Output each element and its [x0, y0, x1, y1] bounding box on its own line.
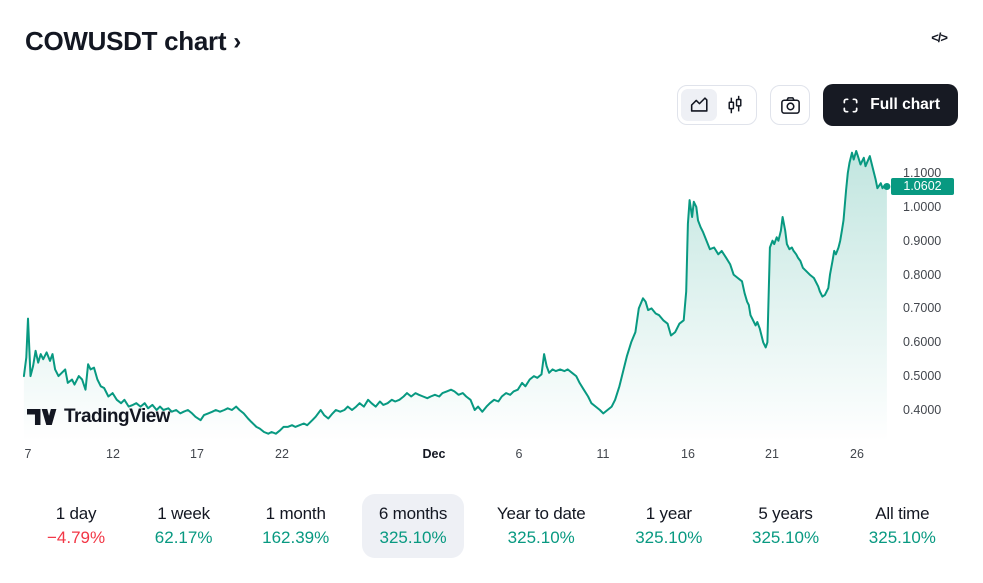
period-label: Year to date: [496, 504, 586, 523]
chart-title-link[interactable]: COWUSDT chart ›: [25, 26, 241, 57]
time-axis-label: 16: [681, 447, 695, 461]
camera-icon: [780, 96, 800, 114]
time-axis-label: 21: [765, 447, 779, 461]
period-change-value: 325.10%: [507, 528, 575, 547]
period-label: 1 week: [157, 504, 210, 523]
full-chart-label: Full chart: [870, 96, 940, 113]
period-change-value: 62.17%: [154, 528, 213, 547]
period-label: 1 year: [645, 504, 692, 523]
period-label: 1 day: [55, 504, 97, 523]
period-change-value: 325.10%: [868, 528, 936, 547]
period-option-1-day[interactable]: 1 day −4.79%: [30, 494, 122, 558]
period-option-5-years[interactable]: 5 years 325.10%: [735, 494, 836, 558]
chart-style-switcher: [677, 85, 758, 125]
time-axis-label: 22: [275, 447, 289, 461]
price-axis-label: 0.8000: [903, 268, 942, 282]
page-title: COWUSDT chart: [25, 26, 227, 56]
time-axis-label: 26: [850, 447, 864, 461]
period-change-value: 325.10%: [635, 528, 703, 547]
period-selector: 1 day −4.79% 1 week 62.17% 1 month 162.39% 6 m…: [0, 494, 983, 558]
area-chart-style-button[interactable]: [681, 89, 718, 121]
time-axis-label: 17: [190, 447, 204, 461]
period-change-value: 325.10%: [379, 528, 447, 547]
candlestick-style-button[interactable]: [717, 89, 753, 121]
price-axis-label: 0.4000: [903, 403, 942, 417]
time-axis-label: 6: [515, 447, 523, 461]
period-option-1-year[interactable]: 1 year 325.10%: [618, 494, 719, 558]
period-option-year-to-date[interactable]: Year to date 325.10%: [480, 494, 603, 558]
price-axis-label: 0.6000: [903, 335, 942, 349]
time-axis-label: 11: [596, 447, 610, 461]
period-change-value: −4.79%: [47, 528, 106, 547]
chart-toolbar: Full chart: [677, 84, 958, 126]
period-option-all-time[interactable]: All time 325.10%: [852, 494, 953, 558]
tradingview-logo-icon: [27, 409, 57, 425]
fullscreen-icon: [843, 97, 858, 113]
time-axis-label: 7: [24, 447, 32, 461]
screenshot-button[interactable]: [770, 85, 811, 125]
period-label: 6 months: [378, 504, 448, 523]
period-change-value: 162.39%: [262, 528, 330, 547]
tradingview-attribution-link[interactable]: TradingView: [27, 406, 171, 428]
candlestick-icon: [728, 95, 742, 114]
embed-code-icon[interactable]: </>: [931, 30, 948, 45]
period-change-value: 325.10%: [752, 528, 820, 547]
price-axis-label: 1.0000: [903, 200, 942, 214]
period-label: All time: [875, 504, 930, 523]
time-axis-label: 12: [106, 447, 120, 461]
chevron-right-icon: ›: [233, 27, 242, 55]
area-chart-icon: [691, 97, 708, 112]
time-axis-label: Dec: [422, 447, 446, 461]
period-option-1-week[interactable]: 1 week 62.17%: [138, 494, 230, 558]
period-option-6-months[interactable]: 6 months 325.10%: [361, 494, 465, 558]
chart-plot-area[interactable]: [20, 145, 888, 445]
period-option-1-month[interactable]: 1 month 162.39%: [245, 494, 346, 558]
last-price-badge: 1.0602: [891, 178, 954, 195]
price-axis-label: 1.1000: [903, 166, 942, 180]
price-axis-label: 0.9000: [903, 234, 942, 248]
price-axis-label: 0.5000: [903, 369, 942, 383]
tradingview-logo-text: TradingView: [64, 406, 171, 427]
price-axis-label: 0.7000: [903, 301, 942, 315]
period-label: 1 month: [265, 504, 326, 523]
full-chart-button[interactable]: Full chart: [823, 84, 958, 126]
period-label: 5 years: [758, 504, 813, 523]
